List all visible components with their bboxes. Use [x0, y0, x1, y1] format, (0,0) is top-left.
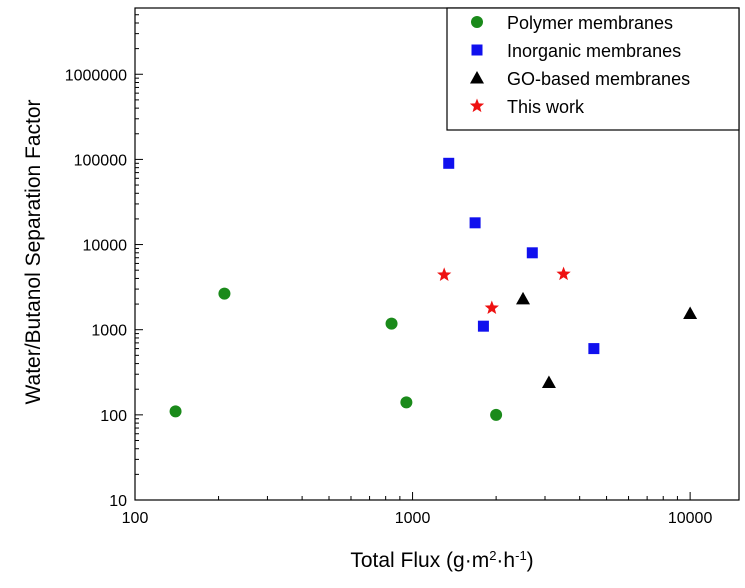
data-point: [490, 408, 503, 421]
x-tick-label: 1000: [395, 510, 431, 527]
series-inorganic-membranes: [443, 157, 600, 355]
series-polymer-membranes: [169, 287, 503, 421]
data-point: [469, 217, 481, 229]
legend-label: This work: [507, 97, 585, 117]
legend-marker: [469, 98, 485, 113]
data-point: [683, 306, 698, 319]
legend-item: GO-based membranes: [470, 69, 690, 89]
series-go-based-membranes: [516, 291, 698, 388]
data-point: [516, 291, 531, 305]
axes-layer: [134, 7, 740, 501]
data-point: [484, 300, 499, 315]
legend-marker: [471, 16, 483, 28]
x-axis-title-prefix: Total Flux (g·m: [350, 549, 489, 572]
legend-label: Inorganic membranes: [507, 41, 681, 61]
y-tick-label: 100: [100, 408, 127, 425]
legend-label: Polymer membranes: [507, 13, 673, 33]
y-tick-label: 10: [109, 493, 127, 510]
legend: Polymer membranes Inorganic membranes GO-b…: [446, 7, 740, 131]
data-point: [443, 157, 455, 169]
data-points-layer: [169, 157, 698, 421]
x-axis-title-sup2: -1: [515, 548, 527, 563]
x-axis-title-sup1: 2: [489, 548, 496, 563]
legend-item: Inorganic membranes: [471, 41, 681, 61]
data-point: [477, 320, 489, 332]
data-point: [556, 266, 571, 281]
legend-item: Polymer membranes: [471, 13, 673, 33]
x-tick-label: 10000: [668, 510, 713, 527]
x-axis-title-suffix: ): [527, 549, 534, 572]
y-tick-label: 10000: [83, 238, 128, 255]
data-point: [588, 343, 600, 355]
legend-marker: [471, 44, 483, 56]
data-point: [385, 317, 398, 330]
legend-box: [446, 7, 740, 131]
legend-marker: [470, 71, 484, 84]
y-tick-label: 100000: [74, 152, 127, 169]
data-point: [541, 375, 556, 388]
data-point: [437, 267, 452, 281]
data-point: [400, 396, 413, 409]
data-point: [218, 287, 231, 300]
plot-frame: [134, 7, 740, 501]
legend-item: This work: [469, 97, 585, 117]
x-axis-title-mid: ·h: [496, 549, 515, 572]
y-tick-label: 1000000: [65, 67, 127, 84]
x-axis-title: Total Flux (g·m2·h-1): [350, 548, 533, 573]
data-point: [526, 247, 538, 259]
data-point: [169, 405, 182, 418]
y-axis-title: Water/Butanol Separation Factor: [22, 99, 45, 404]
legend-label: GO-based membranes: [507, 69, 690, 89]
series-this-work: [437, 266, 571, 315]
x-tick-label: 100: [122, 510, 149, 527]
y-tick-label: 1000: [91, 323, 127, 340]
